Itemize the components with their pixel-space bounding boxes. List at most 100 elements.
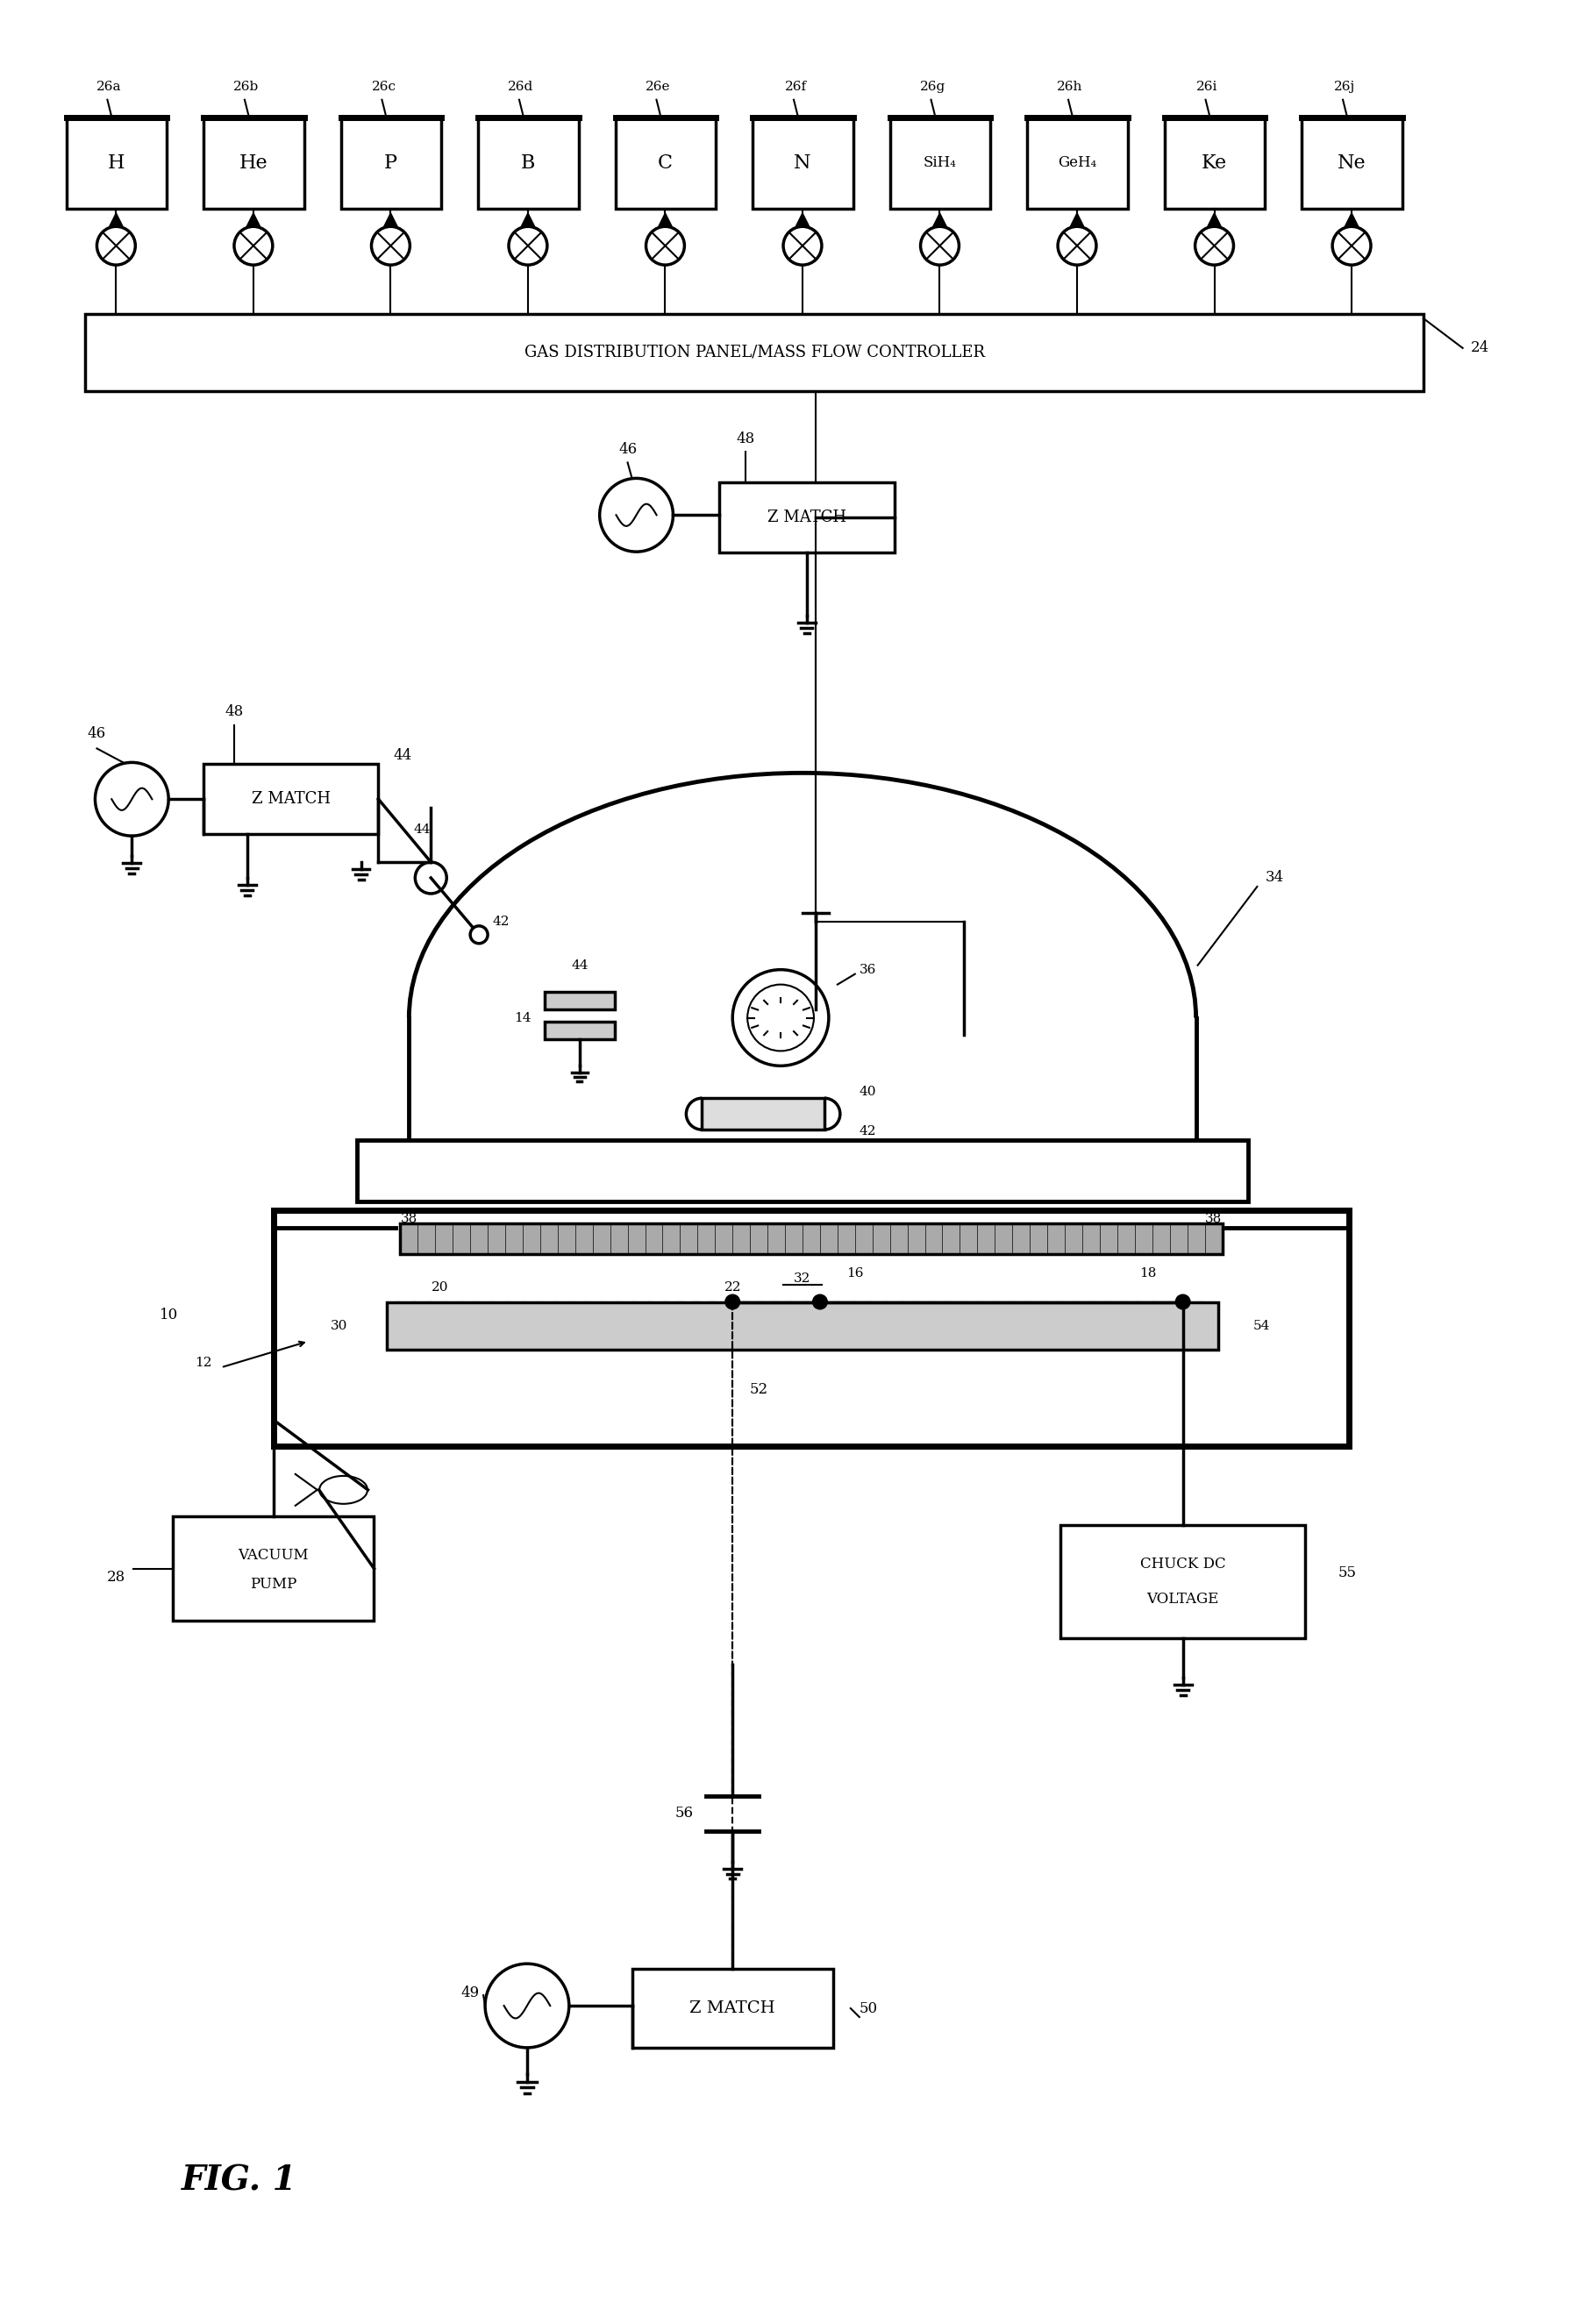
Bar <box>356 1141 1247 1202</box>
Bar <box>1165 116 1265 209</box>
Text: 54: 54 <box>1252 1320 1270 1332</box>
Text: 46: 46 <box>617 442 636 458</box>
Text: He: He <box>239 153 267 172</box>
Text: GAS DISTRIBUTION PANEL/MASS FLOW CONTROLLER: GAS DISTRIBUTION PANEL/MASS FLOW CONTROL… <box>523 344 985 360</box>
Text: 26j: 26j <box>1333 81 1354 93</box>
Circle shape <box>97 225 135 265</box>
Circle shape <box>920 225 958 265</box>
Text: 56: 56 <box>675 1806 694 1820</box>
Circle shape <box>725 1294 740 1308</box>
Text: 40: 40 <box>859 1085 877 1099</box>
Polygon shape <box>1208 214 1220 225</box>
Bar <box>702 1099 824 1129</box>
Text: 52: 52 <box>749 1383 767 1397</box>
Text: 34: 34 <box>1265 872 1284 885</box>
Text: Z MATCH: Z MATCH <box>689 2001 775 2017</box>
Text: 26g: 26g <box>920 81 945 93</box>
Bar <box>67 116 167 209</box>
Bar <box>753 116 853 209</box>
Circle shape <box>485 1964 568 2047</box>
Circle shape <box>95 762 169 837</box>
Circle shape <box>732 969 829 1067</box>
Text: 50: 50 <box>858 2001 877 2015</box>
Circle shape <box>234 225 272 265</box>
Bar <box>204 116 304 209</box>
Text: Z MATCH: Z MATCH <box>251 790 331 806</box>
Text: VOLTAGE: VOLTAGE <box>1146 1592 1219 1606</box>
Bar <box>387 1301 1217 1350</box>
Text: 20: 20 <box>431 1281 449 1292</box>
Text: 26d: 26d <box>508 81 533 93</box>
Bar <box>889 116 990 209</box>
Text: 18: 18 <box>1139 1267 1155 1278</box>
Text: 28: 28 <box>107 1569 126 1585</box>
Circle shape <box>469 925 487 944</box>
Text: Z MATCH: Z MATCH <box>767 509 846 525</box>
Text: 16: 16 <box>846 1267 862 1278</box>
Text: 36: 36 <box>859 964 877 976</box>
Polygon shape <box>932 214 947 225</box>
Circle shape <box>813 1294 826 1308</box>
Text: 32: 32 <box>794 1271 810 1285</box>
Text: 38: 38 <box>1204 1213 1222 1225</box>
Text: CHUCK DC: CHUCK DC <box>1139 1557 1225 1571</box>
Text: 42: 42 <box>859 1125 877 1136</box>
Bar <box>544 1023 614 1039</box>
Circle shape <box>1332 225 1370 265</box>
Text: 26f: 26f <box>784 81 807 93</box>
Text: 14: 14 <box>514 1011 531 1025</box>
Text: 26a: 26a <box>97 81 121 93</box>
Text: 48: 48 <box>737 432 754 446</box>
Bar <box>173 1515 374 1622</box>
Bar <box>1301 116 1402 209</box>
Bar <box>544 992 614 1009</box>
Text: 44: 44 <box>393 748 412 762</box>
Polygon shape <box>1344 214 1357 225</box>
Text: 49: 49 <box>461 1985 479 2001</box>
Circle shape <box>600 479 673 551</box>
Text: 46: 46 <box>88 725 107 741</box>
Polygon shape <box>247 214 259 225</box>
Bar <box>399 1222 1222 1255</box>
Text: B: B <box>520 153 535 172</box>
Text: Ke: Ke <box>1201 153 1227 172</box>
Text: C: C <box>657 153 673 172</box>
Text: 26i: 26i <box>1196 81 1217 93</box>
Text: N: N <box>794 153 810 172</box>
Bar <box>719 483 894 553</box>
Text: 12: 12 <box>194 1357 212 1369</box>
Text: 26h: 26h <box>1056 81 1082 93</box>
Bar <box>1060 1525 1305 1638</box>
Text: 30: 30 <box>331 1320 347 1332</box>
Bar <box>86 314 1422 390</box>
Text: 10: 10 <box>159 1308 178 1322</box>
Circle shape <box>1058 225 1096 265</box>
Text: GeH₄: GeH₄ <box>1056 156 1096 170</box>
Polygon shape <box>110 214 123 225</box>
Circle shape <box>748 985 813 1050</box>
Text: H: H <box>108 153 124 172</box>
Polygon shape <box>520 214 535 225</box>
Text: Ne: Ne <box>1336 153 1365 172</box>
Text: VACUUM: VACUUM <box>239 1548 309 1562</box>
Text: 44: 44 <box>571 960 587 971</box>
Circle shape <box>371 225 409 265</box>
Circle shape <box>1195 225 1233 265</box>
Bar <box>340 116 441 209</box>
Text: 55: 55 <box>1338 1566 1356 1580</box>
Polygon shape <box>796 214 808 225</box>
Text: 44: 44 <box>414 823 431 837</box>
Circle shape <box>646 225 684 265</box>
Bar <box>616 116 716 209</box>
Polygon shape <box>1069 214 1083 225</box>
Text: SiH₄: SiH₄ <box>923 156 956 170</box>
Circle shape <box>415 862 447 895</box>
Bar <box>204 765 379 834</box>
Circle shape <box>783 225 821 265</box>
Text: P: P <box>383 153 398 172</box>
Circle shape <box>509 225 547 265</box>
Bar <box>632 1968 832 2047</box>
Bar <box>1026 116 1126 209</box>
Text: 42: 42 <box>492 916 509 927</box>
Text: 24: 24 <box>1470 342 1489 356</box>
